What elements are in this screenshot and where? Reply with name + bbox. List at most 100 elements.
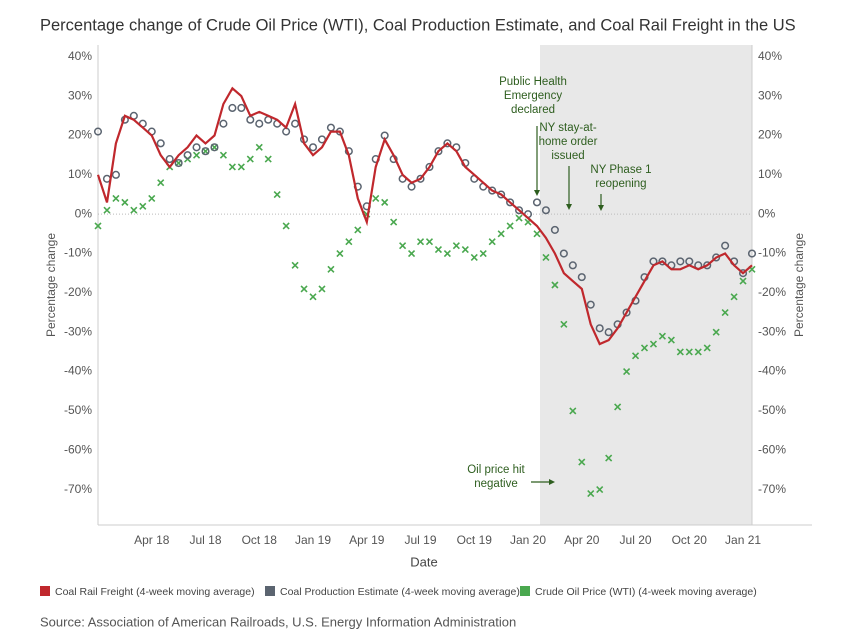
series-point [264,155,272,163]
y-axis-title: Percentage change [44,233,58,337]
series-point [730,293,738,301]
series-point [130,206,138,214]
series-point [595,324,604,333]
series-point [103,206,111,214]
series-point [416,238,425,246]
series-point [416,174,425,183]
x-tick-label: Jul 19 [405,533,437,547]
series-point [631,352,640,360]
y2-tick-label: -10% [758,246,786,260]
series-point [326,123,335,132]
series-point [452,242,460,250]
series-point [622,308,631,317]
series-point [542,253,550,262]
series-point [237,103,246,113]
y-tick-label: 0% [75,206,93,220]
y-tick-label: -70% [64,482,92,496]
series-point [568,261,577,270]
legend-swatch [40,586,50,596]
series-point [165,155,174,164]
x-tick-label: Jan 19 [295,533,331,547]
series-point [560,320,568,328]
series-point [703,261,712,270]
series-point [747,249,757,258]
series-point [488,238,496,246]
y2-tick-label: -20% [758,285,786,299]
series-point [605,454,613,462]
series-point [596,486,604,494]
series-point [210,143,219,152]
series-point [308,143,318,152]
annotation-arrowhead [598,205,604,211]
x-tick-label: Apr 18 [134,533,170,547]
series-point [739,277,747,285]
series-point [228,163,236,171]
series-point [425,238,434,246]
series-point [497,190,506,199]
series-point [318,285,326,293]
series-point [703,344,711,352]
y-tick-label: 10% [68,167,92,181]
annotation-arrowhead [566,204,572,210]
y-tick-label: 20% [68,128,92,142]
legend-label: Crude Oil Price (WTI) (4-week moving ave… [535,586,757,598]
y2-tick-label: -70% [758,482,786,496]
y2-tick-label: 40% [758,49,782,63]
series-point [121,198,129,206]
series-point [479,249,487,258]
series-point [192,151,201,159]
series-point [93,127,103,136]
annotation-arrowhead [549,479,555,485]
series-point [515,214,523,222]
legend-label: Coal Rail Freight (4-week moving average… [55,586,255,598]
series-point [623,367,631,376]
series-point [586,300,595,309]
annotation: issued [551,150,584,162]
source: Source: Association of American Railroad… [40,614,516,629]
series-point [219,151,227,159]
y-tick-label: -60% [64,442,92,456]
series-point [577,273,586,282]
series-point [676,257,685,266]
series-point [201,147,210,156]
emergency-period [540,45,752,525]
y-tick-label: -30% [64,324,92,338]
x-tick-label: Oct 20 [672,533,708,547]
x-tick-label: Apr 20 [564,533,600,547]
series-point [658,257,667,266]
series-point [399,242,407,250]
series-point [273,190,281,199]
series-point [640,344,649,352]
series-point [738,269,748,278]
series-point [291,261,299,269]
y2-tick-label: 20% [758,128,782,142]
series-point [578,458,586,466]
annotation: home order [539,136,598,148]
series-point [676,348,684,356]
series-point [372,194,380,203]
series-point [336,249,344,258]
x-tick-label: Oct 19 [457,533,493,547]
y2-tick-label: -60% [758,442,786,456]
series-point [559,249,568,258]
series-point [443,139,452,148]
annotation: declared [511,104,555,116]
series-point [192,143,201,152]
series-point [246,155,254,163]
series-point [183,151,192,160]
x-tick-label: Oct 18 [242,533,278,547]
annotation: Oil price hit [467,464,525,476]
y2-tick-label: -40% [758,364,786,378]
series-point [112,194,120,203]
series-point [614,403,622,411]
series-point [219,119,228,128]
series-point [604,328,613,337]
chart-title: Percentage change of Crude Oil Price (WT… [40,16,796,34]
series-point [111,170,120,179]
annotation: Public Health [499,76,567,88]
series-point [532,198,542,207]
series-point [658,332,666,340]
series-point [255,143,263,151]
series-point [721,241,730,250]
